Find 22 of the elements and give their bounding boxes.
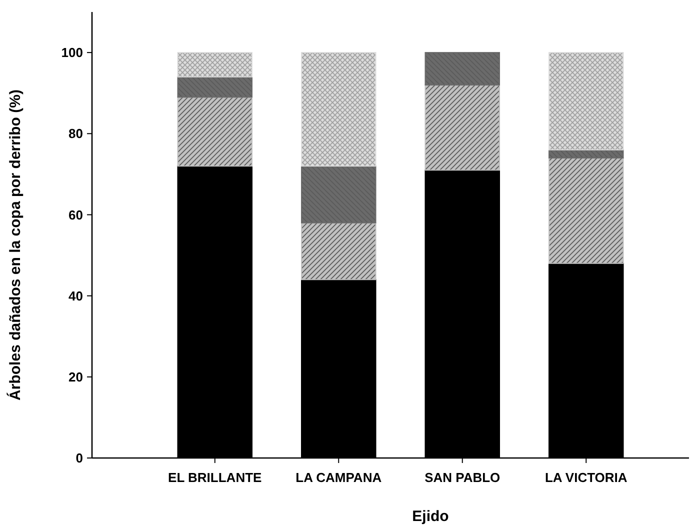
bar — [548, 157, 624, 264]
x-tick-label: SAN PABLO — [424, 470, 500, 485]
y-tick-label: 80 — [68, 126, 83, 142]
bar — [177, 96, 252, 167]
bar — [548, 52, 624, 150]
y-tick-label: 20 — [68, 369, 83, 384]
x-tick-label: LA CAMPANA — [296, 470, 382, 485]
y-axis-title: Árboles dañados en la copa por derribo (%) — [6, 90, 24, 400]
bar — [301, 222, 376, 280]
bar — [301, 166, 376, 224]
bar — [301, 52, 376, 167]
y-tick-label: 100 — [61, 45, 83, 60]
bar — [177, 52, 252, 78]
x-axis-title: Ejido — [412, 508, 449, 525]
bar — [424, 84, 500, 171]
x-tick-label: EL BRILLANTE — [168, 470, 262, 485]
bar — [424, 52, 500, 86]
y-tick-label: 60 — [68, 207, 83, 222]
y-tick-label: 40 — [68, 288, 83, 304]
x-tick-label: LA VICTORIA — [544, 470, 628, 485]
bar — [177, 76, 252, 98]
y-tick-label: 0 — [76, 450, 83, 466]
